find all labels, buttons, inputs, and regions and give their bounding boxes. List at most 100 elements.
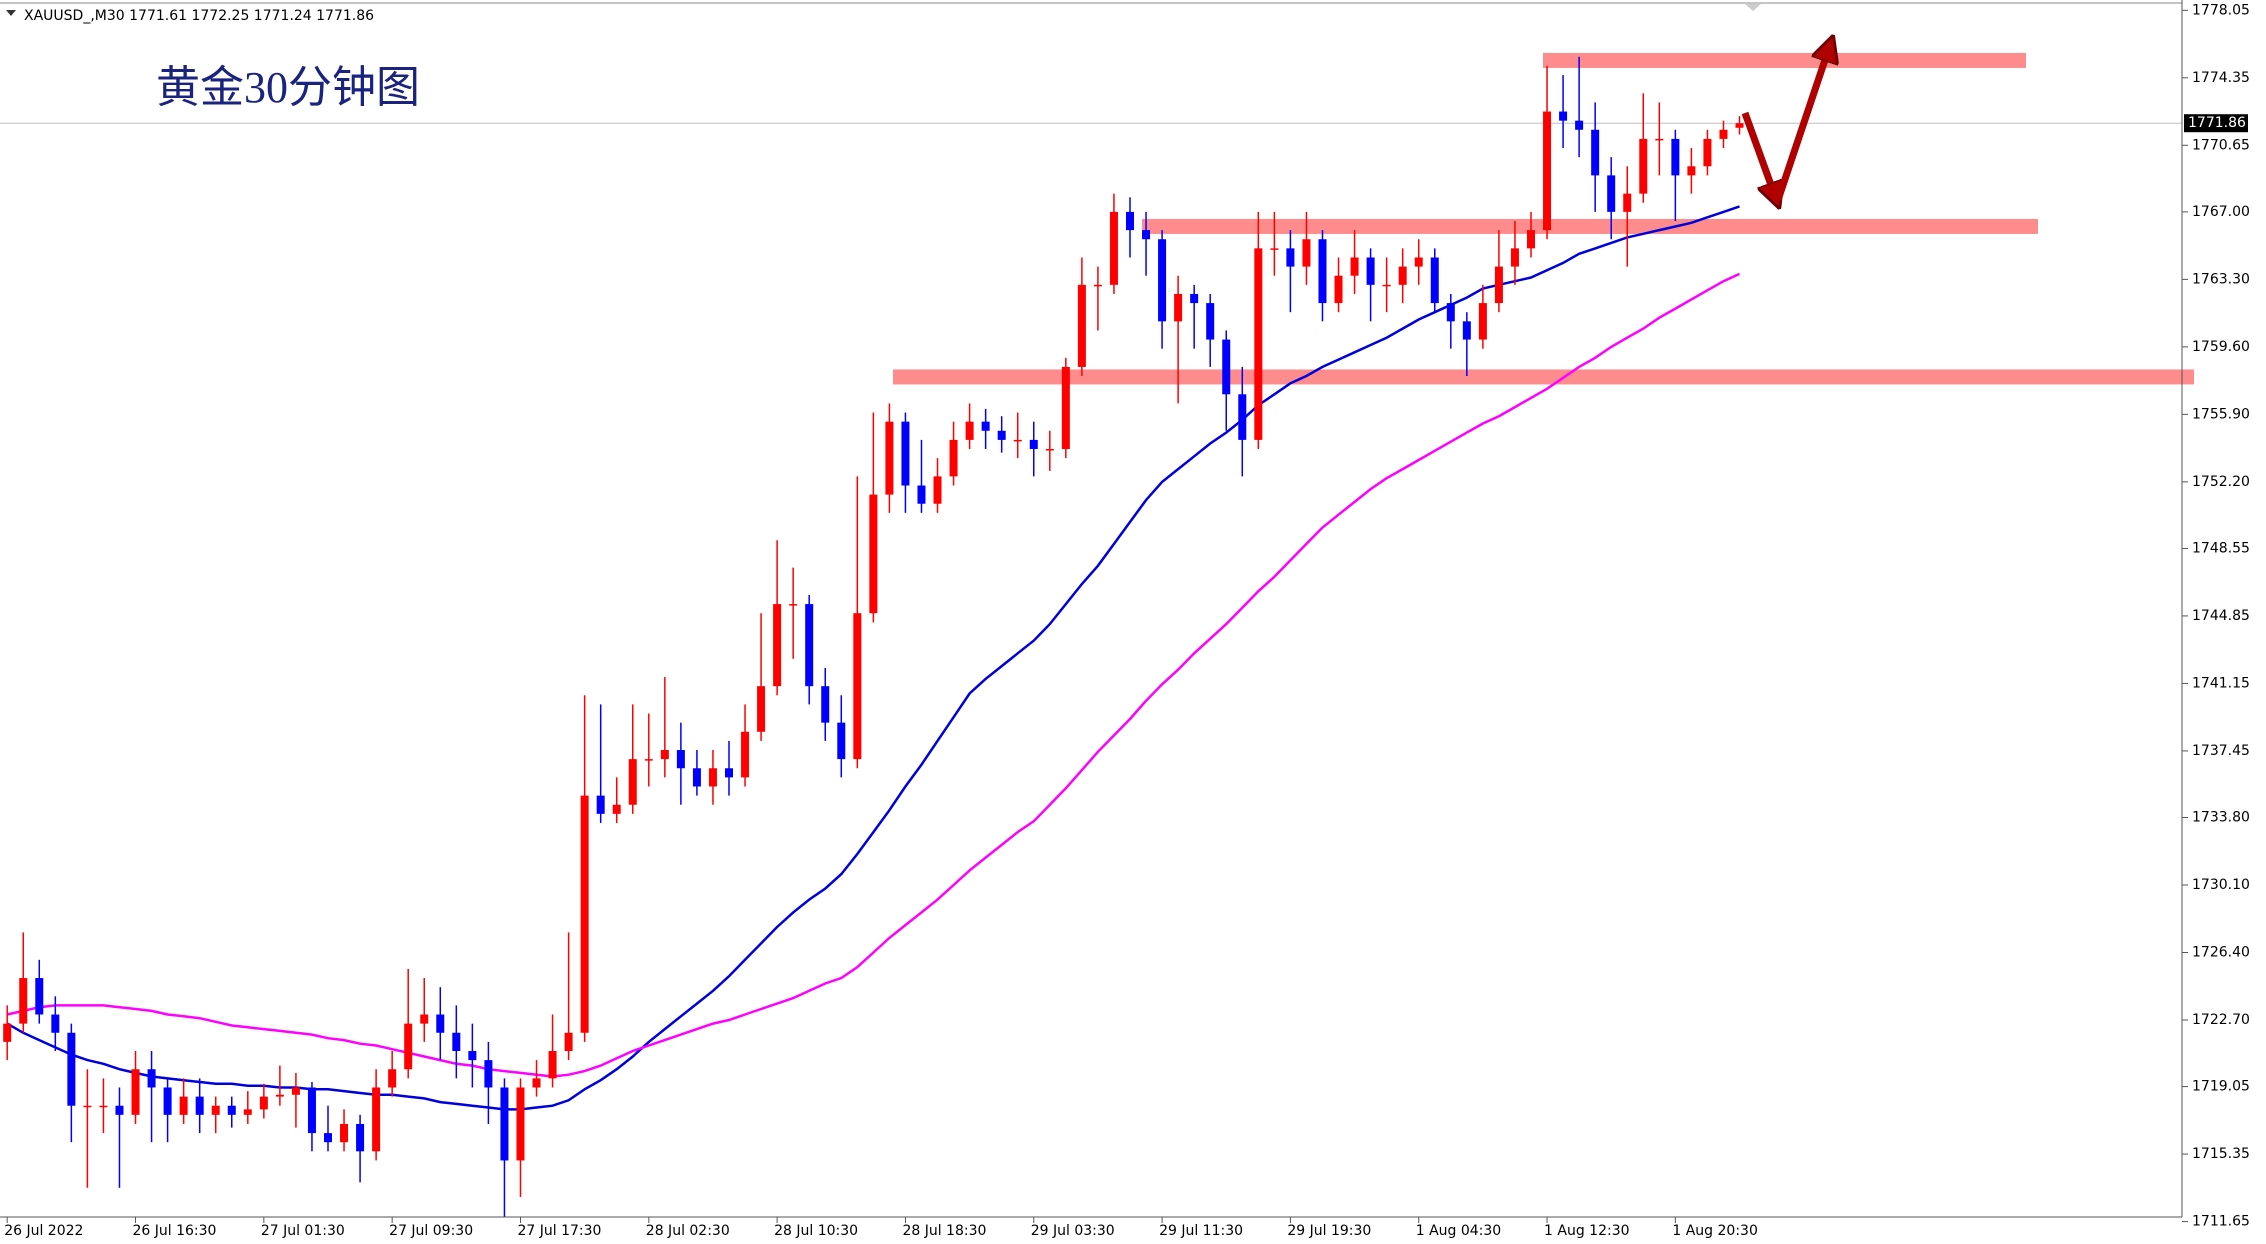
x-tick-label: 28 Jul 10:30 bbox=[774, 1223, 858, 1239]
candle-body bbox=[1719, 129, 1728, 139]
candle-body bbox=[307, 1087, 316, 1134]
candle-body bbox=[1174, 293, 1183, 322]
candle-body bbox=[1398, 266, 1407, 285]
candle-body bbox=[1575, 120, 1584, 130]
candle-body bbox=[1639, 138, 1648, 194]
candle-body bbox=[949, 439, 958, 477]
candle-body bbox=[1591, 129, 1600, 176]
x-tick-label: 28 Jul 02:30 bbox=[646, 1223, 730, 1239]
candle-body bbox=[99, 1105, 108, 1108]
candle-body bbox=[275, 1094, 284, 1097]
candle-body bbox=[837, 722, 846, 760]
candle-body bbox=[869, 494, 878, 614]
candle-body bbox=[388, 1069, 397, 1088]
candle-body bbox=[917, 485, 926, 504]
candle-body bbox=[1366, 257, 1375, 285]
candle-body bbox=[1687, 166, 1696, 176]
candle-body bbox=[227, 1105, 236, 1115]
candle-body bbox=[1158, 239, 1167, 322]
candle-body bbox=[1142, 230, 1151, 240]
candle-body bbox=[1206, 303, 1215, 340]
candle-body bbox=[1655, 138, 1664, 141]
candle-body bbox=[1190, 293, 1199, 304]
zone bbox=[1142, 218, 2038, 234]
candle-body bbox=[1077, 284, 1086, 367]
candle-body bbox=[1061, 366, 1070, 450]
moving-average bbox=[6, 272, 1741, 1078]
candle-body bbox=[1430, 257, 1439, 304]
candles bbox=[3, 56, 1744, 1217]
candle-body bbox=[19, 978, 28, 1024]
x-tick-label: 28 Jul 18:30 bbox=[902, 1223, 986, 1239]
candle-body bbox=[83, 1105, 92, 1108]
y-tick-label: 1752.20 bbox=[2192, 474, 2250, 490]
candle-body bbox=[484, 1060, 493, 1088]
x-tick-label: 27 Jul 01:30 bbox=[261, 1223, 345, 1239]
candle-body bbox=[35, 978, 44, 1015]
candle-body bbox=[67, 1032, 76, 1106]
y-tick-label: 1719.05 bbox=[2192, 1079, 2250, 1095]
x-tick-label: 29 Jul 03:30 bbox=[1031, 1223, 1115, 1239]
candle-body bbox=[1045, 449, 1054, 451]
candle-body bbox=[1270, 248, 1279, 250]
last-price-box bbox=[2184, 114, 2248, 133]
candle-body bbox=[372, 1087, 381, 1152]
candle-body bbox=[340, 1123, 349, 1143]
candle-body bbox=[147, 1069, 156, 1088]
candle-body bbox=[1093, 284, 1102, 287]
x-tick-label: 29 Jul 19:30 bbox=[1287, 1223, 1371, 1239]
candle-body bbox=[965, 421, 974, 440]
arrow-down bbox=[1741, 111, 1775, 196]
x-tick-label: 1 Aug 20:30 bbox=[1672, 1223, 1758, 1239]
y-tick-label: 1715.35 bbox=[2192, 1146, 2250, 1162]
candle-body bbox=[997, 430, 1006, 440]
y-tick-label: 1722.70 bbox=[2192, 1012, 2250, 1028]
y-tick-label: 1730.10 bbox=[2192, 877, 2250, 893]
chart-title: 黄金30分钟图 bbox=[156, 63, 420, 112]
y-tick-label: 1755.90 bbox=[2192, 406, 2250, 422]
candle-body bbox=[243, 1109, 252, 1115]
candle-body bbox=[580, 795, 589, 1033]
candle-body bbox=[516, 1087, 525, 1161]
candle-body bbox=[1623, 193, 1632, 212]
candle-body bbox=[773, 604, 782, 687]
y-tick-label: 1759.60 bbox=[2192, 339, 2250, 355]
candle-body bbox=[1254, 248, 1263, 440]
candle-body bbox=[1543, 111, 1552, 231]
candle-body bbox=[356, 1123, 365, 1152]
candle-body bbox=[1029, 439, 1038, 450]
zone bbox=[893, 369, 2194, 385]
y-tick-label: 1748.55 bbox=[2192, 540, 2250, 556]
zone bbox=[1543, 52, 2026, 68]
candle-body bbox=[612, 804, 621, 814]
x-tick-label: 26 Jul 16:30 bbox=[133, 1223, 217, 1239]
candle-body bbox=[981, 421, 990, 431]
y-tick-label: 1778.05 bbox=[2192, 2, 2250, 18]
candle-body bbox=[725, 768, 733, 778]
y-tick-label: 1774.35 bbox=[2192, 70, 2250, 86]
candle-body bbox=[628, 759, 637, 805]
chart-header: XAUUSD_,M30 1771.61 1772.25 1771.24 1771… bbox=[24, 8, 374, 24]
candle-body bbox=[1286, 248, 1295, 267]
candle-body bbox=[1302, 239, 1311, 267]
candle-body bbox=[115, 1105, 124, 1115]
candle-body bbox=[420, 1014, 429, 1024]
candle-body bbox=[1478, 303, 1487, 340]
candle-body bbox=[1013, 439, 1022, 442]
y-tick-label: 1711.65 bbox=[2192, 1214, 2250, 1230]
x-tick-label: 27 Jul 17:30 bbox=[517, 1223, 601, 1239]
candle-body bbox=[51, 1014, 60, 1033]
candle-body bbox=[1222, 339, 1231, 395]
candle-body bbox=[1238, 394, 1247, 440]
y-tick-label: 1733.80 bbox=[2192, 810, 2250, 826]
shift-icon bbox=[1745, 4, 1761, 11]
candle-body bbox=[821, 686, 830, 723]
candle-body bbox=[1462, 321, 1471, 340]
candle-body bbox=[708, 768, 717, 787]
candle-body bbox=[741, 731, 750, 778]
candle-body bbox=[596, 795, 605, 814]
x-tick-label: 1 Aug 12:30 bbox=[1544, 1223, 1630, 1239]
candle-body bbox=[1735, 123, 1744, 128]
